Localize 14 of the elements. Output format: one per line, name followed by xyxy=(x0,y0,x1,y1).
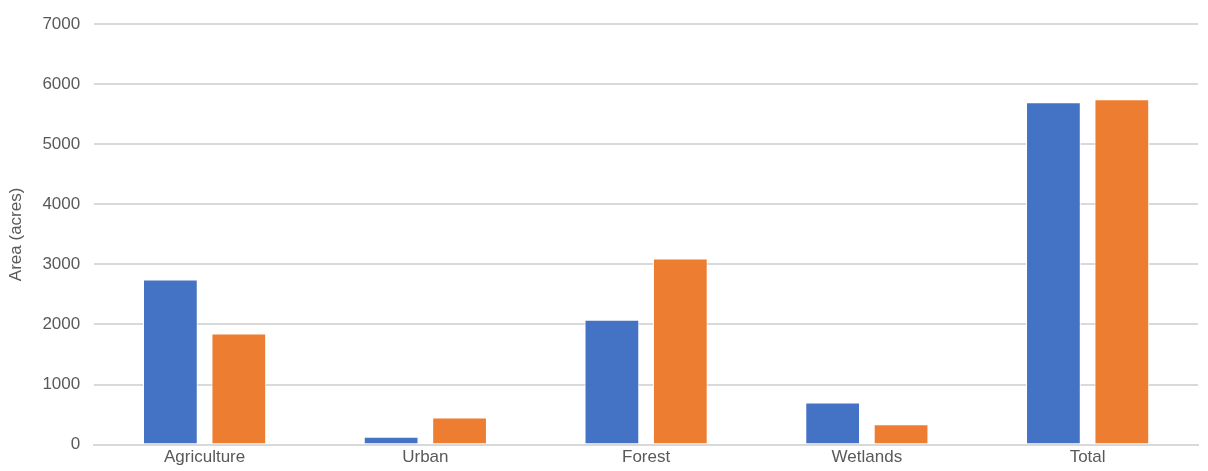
y-tick-label: 7000 xyxy=(42,13,81,33)
y-tick-label: 6000 xyxy=(42,73,81,93)
x-tick-label: Wetlands xyxy=(831,447,903,467)
x-tick-label: Forest xyxy=(622,447,671,467)
y-tick-label: 0 xyxy=(70,434,81,454)
y-tick-label: 4000 xyxy=(42,194,81,214)
x-tick-label: Total xyxy=(1069,447,1106,467)
x-tick-label: Agriculture xyxy=(163,447,246,467)
y-tick-label: 5000 xyxy=(42,134,81,153)
y-tick-label: 1000 xyxy=(42,374,81,394)
y-tick-label: 3000 xyxy=(42,254,81,274)
y-tick-label: 2000 xyxy=(42,314,81,334)
y-axis-title: Area (acres) xyxy=(5,187,25,282)
x-tick-label: Urban xyxy=(402,447,449,467)
